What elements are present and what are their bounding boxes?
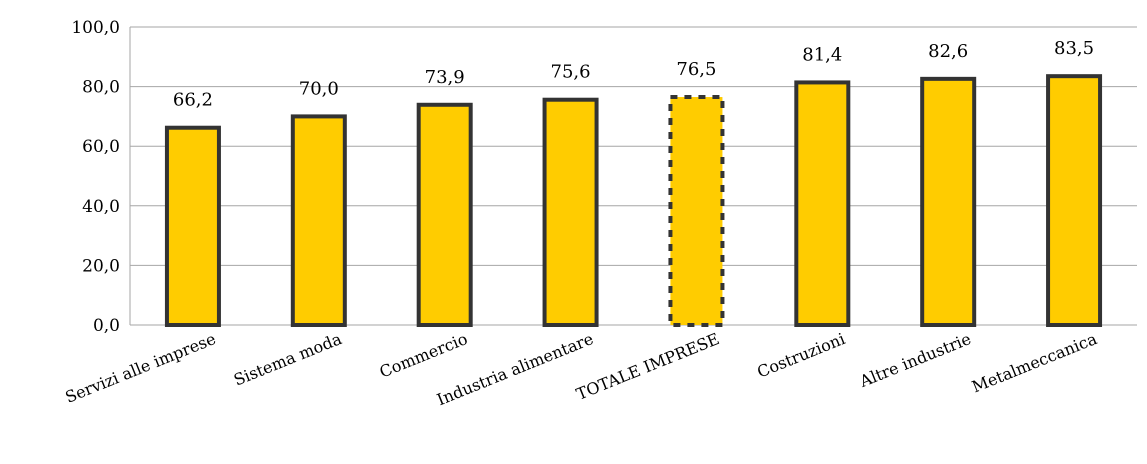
y-tick-label: 60,0 [82,137,120,157]
category-label: Altre industrie [856,329,974,391]
bar-commercio [416,102,473,327]
category-label: Sistema moda [231,329,345,390]
data-label: 75,6 [551,62,591,83]
data-label: 76,5 [676,59,716,80]
bar-totale-imprese [668,95,725,327]
data-label: 66,2 [173,90,213,111]
category-labels: Servizi alle imprese Sistema moda Commerci… [62,329,1100,409]
category-label: Servizi alle imprese [62,329,218,407]
data-label: 70,0 [299,78,339,99]
bar-industria-alimentare [542,97,599,327]
grid-lines [129,26,1137,326]
y-tick-label: 80,0 [82,78,120,98]
bars [164,74,1103,328]
y-tick-label: 40,0 [82,197,120,217]
bar-metalmeccanica [1046,74,1103,327]
category-label: Metalmeccanica [969,329,1100,397]
bar-sistema-moda [290,114,347,328]
data-label: 83,5 [1054,38,1094,59]
data-label: 73,9 [425,67,465,88]
category-label: TOTALE IMPRESE [574,329,722,404]
data-label: 82,6 [928,41,968,62]
y-tick-label: 20,0 [82,256,120,276]
category-label: Commercio [377,329,470,381]
data-label: 81,4 [802,44,842,65]
y-axis-ticks: 0,0 20,0 40,0 60,0 80,0 100,0 [71,18,120,336]
y-tick-label: 100,0 [71,18,120,38]
bar-altre-industrie [920,76,977,327]
data-labels: 66,2 70,0 73,9 75,6 76,5 81,4 82,6 83,5 [173,38,1094,111]
y-tick-label: 0,0 [93,316,120,336]
category-label: Costruzioni [754,329,847,381]
bar-servizi-alle-imprese [164,125,221,327]
bar-costruzioni [794,80,851,328]
